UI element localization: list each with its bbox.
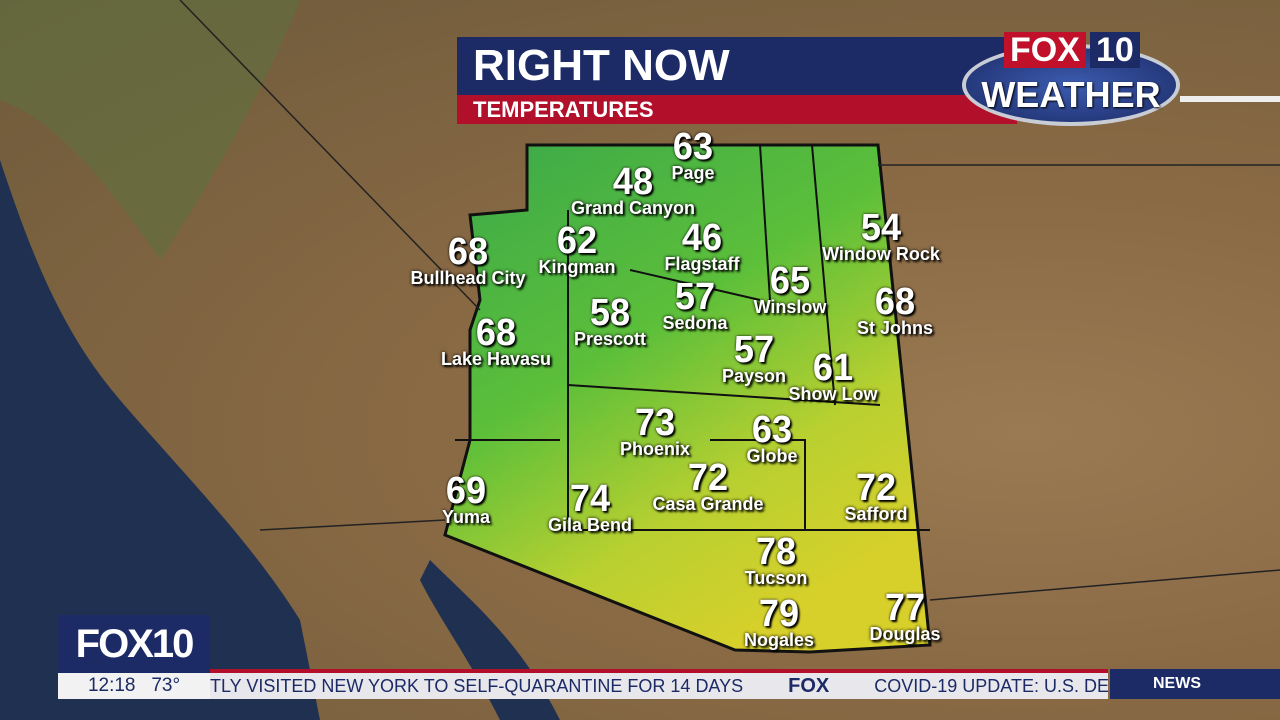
city-name: Page	[671, 163, 715, 184]
station-name: FOX10	[58, 615, 210, 673]
city-temp: 57	[674, 276, 716, 318]
city-temp: 78	[755, 531, 797, 573]
city-temp: 68	[874, 281, 916, 323]
city-temp: 72	[855, 467, 897, 509]
city-temp: 54	[860, 207, 902, 249]
city-globe: 63 Globe	[746, 409, 798, 467]
city-name: Winslow	[753, 297, 827, 318]
city-temp: 57	[733, 329, 775, 371]
state-borders	[179, 0, 1280, 601]
city-temp: 68	[447, 231, 489, 273]
city-name: Grand Canyon	[570, 198, 696, 219]
county-lines	[455, 144, 930, 531]
city-name: Yuma	[441, 507, 491, 528]
time-temp: 12:18 73°	[58, 673, 210, 699]
city-name: Kingman	[538, 257, 616, 278]
ticker-section-label: NEWS	[1110, 669, 1280, 699]
city-name: Window Rock	[822, 244, 940, 265]
header-title: RIGHT NOW	[457, 37, 1017, 95]
city-name: Tucson	[744, 568, 808, 589]
city-temp: 77	[884, 587, 926, 629]
city-safford: 72 Safford	[844, 467, 908, 525]
city-temp: 65	[769, 260, 811, 302]
city-phoenix: 73 Phoenix	[619, 402, 691, 460]
city-winslow: 65 Winslow	[753, 260, 827, 318]
pacific-ocean	[0, 160, 320, 720]
city-name: Sedona	[662, 313, 728, 334]
city-lake-havasu: 68 Lake Havasu	[440, 312, 552, 370]
city-name: Nogales	[743, 630, 815, 651]
city-gila-bend: 74 Gila Bend	[547, 478, 633, 536]
fox10-weather-logo: FOX 10 WEATHER	[962, 32, 1182, 127]
city-bullhead-city: 68 Bullhead City	[410, 231, 526, 289]
logo-fox: FOX	[1004, 32, 1086, 68]
city-yuma: 69 Yuma	[441, 470, 491, 528]
city-prescott: 58 Prescott	[573, 292, 647, 350]
city-name: Douglas	[869, 624, 941, 645]
city-name: Show Low	[788, 384, 878, 405]
ticker-text-2: COVID-19 UPDATE: U.S. DE	[874, 676, 1108, 696]
city-temp: 48	[612, 161, 654, 203]
header-subtitle: TEMPERATURES	[457, 95, 1017, 124]
city-name: Globe	[746, 446, 798, 467]
header-banner: RIGHT NOW TEMPERATURES	[457, 37, 1017, 124]
ticker-separator-logo: FOX	[788, 675, 830, 697]
city-sedona: 57 Sedona	[662, 276, 728, 334]
city-douglas: 77 Douglas	[869, 587, 941, 645]
city-kingman: 62 Kingman	[538, 220, 616, 278]
city-name: Bullhead City	[410, 268, 526, 289]
city-name: Payson	[721, 366, 787, 387]
city-temp: 58	[589, 292, 631, 334]
city-temp: 79	[758, 593, 800, 635]
city-window-rock: 54 Window Rock	[822, 207, 940, 265]
city-temp: 63	[751, 409, 793, 451]
logo-ten: 10	[1090, 32, 1140, 68]
city-nogales: 79 Nogales	[743, 593, 815, 651]
city-name: Safford	[844, 504, 908, 525]
ticker-text-1: TLY VISITED NEW YORK TO SELF-QUARANTINE …	[210, 676, 744, 696]
city-st-johns: 68 St Johns	[856, 281, 934, 339]
city-name: St Johns	[856, 318, 934, 339]
city-payson: 57 Payson	[721, 329, 787, 387]
city-temp: 46	[681, 217, 723, 259]
city-tucson: 78 Tucson	[744, 531, 808, 589]
city-name: Casa Grande	[652, 494, 764, 515]
west-region	[0, 0, 300, 260]
city-show-low: 61 Show Low	[788, 347, 878, 405]
city-name: Prescott	[573, 329, 647, 350]
arizona	[443, 143, 932, 654]
city-temp: 72	[687, 457, 729, 499]
city-name: Phoenix	[619, 439, 691, 460]
city-temp: 73	[634, 402, 676, 444]
city-casa-grande: 72 Casa Grande	[652, 457, 764, 515]
city-flagstaff: 46 Flagstaff	[664, 217, 740, 275]
city-temp: 69	[445, 470, 487, 512]
city-page: 63 Page	[671, 126, 715, 184]
city-temp: 68	[475, 312, 517, 354]
city-name: Gila Bend	[547, 515, 633, 536]
logo-line	[1180, 96, 1280, 102]
city-temp: 62	[556, 220, 598, 262]
station-bug: FOX10 12:18 73°	[58, 615, 210, 699]
logo-weather: WEATHER	[981, 74, 1161, 115]
city-temp: 61	[812, 347, 854, 389]
current-temp: 73°	[151, 675, 181, 696]
city-name: Lake Havasu	[440, 349, 552, 370]
city-temp: 63	[672, 126, 714, 168]
city-temp: 74	[569, 478, 611, 520]
time: 12:18	[87, 675, 136, 696]
city-name: Flagstaff	[664, 254, 740, 275]
city-grand-canyon: 48 Grand Canyon	[570, 161, 696, 219]
news-ticker: TLY VISITED NEW YORK TO SELF-QUARANTINE …	[210, 669, 1108, 699]
